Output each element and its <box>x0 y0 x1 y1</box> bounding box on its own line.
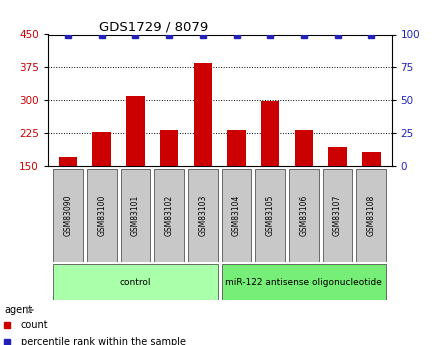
Text: GSM83107: GSM83107 <box>332 195 341 236</box>
Bar <box>355 169 385 262</box>
Bar <box>255 169 284 262</box>
Text: agent: agent <box>4 305 33 315</box>
Bar <box>294 130 312 166</box>
Bar <box>322 169 352 262</box>
Bar <box>126 96 145 166</box>
Bar <box>221 264 385 300</box>
Bar <box>120 169 150 262</box>
Bar <box>53 264 217 300</box>
Bar <box>193 63 212 166</box>
Text: count: count <box>21 320 49 330</box>
Text: GSM83100: GSM83100 <box>97 195 106 236</box>
Text: miR-122 antisense oligonucleotide: miR-122 antisense oligonucleotide <box>225 277 381 287</box>
Text: percentile rank within the sample: percentile rank within the sample <box>21 337 185 345</box>
Bar <box>289 169 318 262</box>
Bar <box>160 130 178 166</box>
Text: control: control <box>119 277 151 287</box>
Bar <box>154 169 184 262</box>
Bar <box>361 151 380 166</box>
Text: GDS1729 / 8079: GDS1729 / 8079 <box>99 20 208 33</box>
Text: GSM83101: GSM83101 <box>131 195 140 236</box>
Bar <box>260 101 279 166</box>
Bar <box>227 130 245 166</box>
Text: GSM83106: GSM83106 <box>299 195 308 236</box>
Text: GSM83102: GSM83102 <box>164 195 173 236</box>
Text: GSM83103: GSM83103 <box>198 195 207 236</box>
Bar <box>221 169 251 262</box>
Text: GSM83105: GSM83105 <box>265 195 274 236</box>
Bar <box>92 131 111 166</box>
Text: GSM83090: GSM83090 <box>63 195 72 236</box>
Text: GSM83104: GSM83104 <box>231 195 240 236</box>
Bar <box>59 157 77 166</box>
Bar <box>187 169 217 262</box>
Bar <box>87 169 116 262</box>
Text: GSM83108: GSM83108 <box>366 195 375 236</box>
Bar <box>328 147 346 166</box>
Bar <box>53 169 83 262</box>
